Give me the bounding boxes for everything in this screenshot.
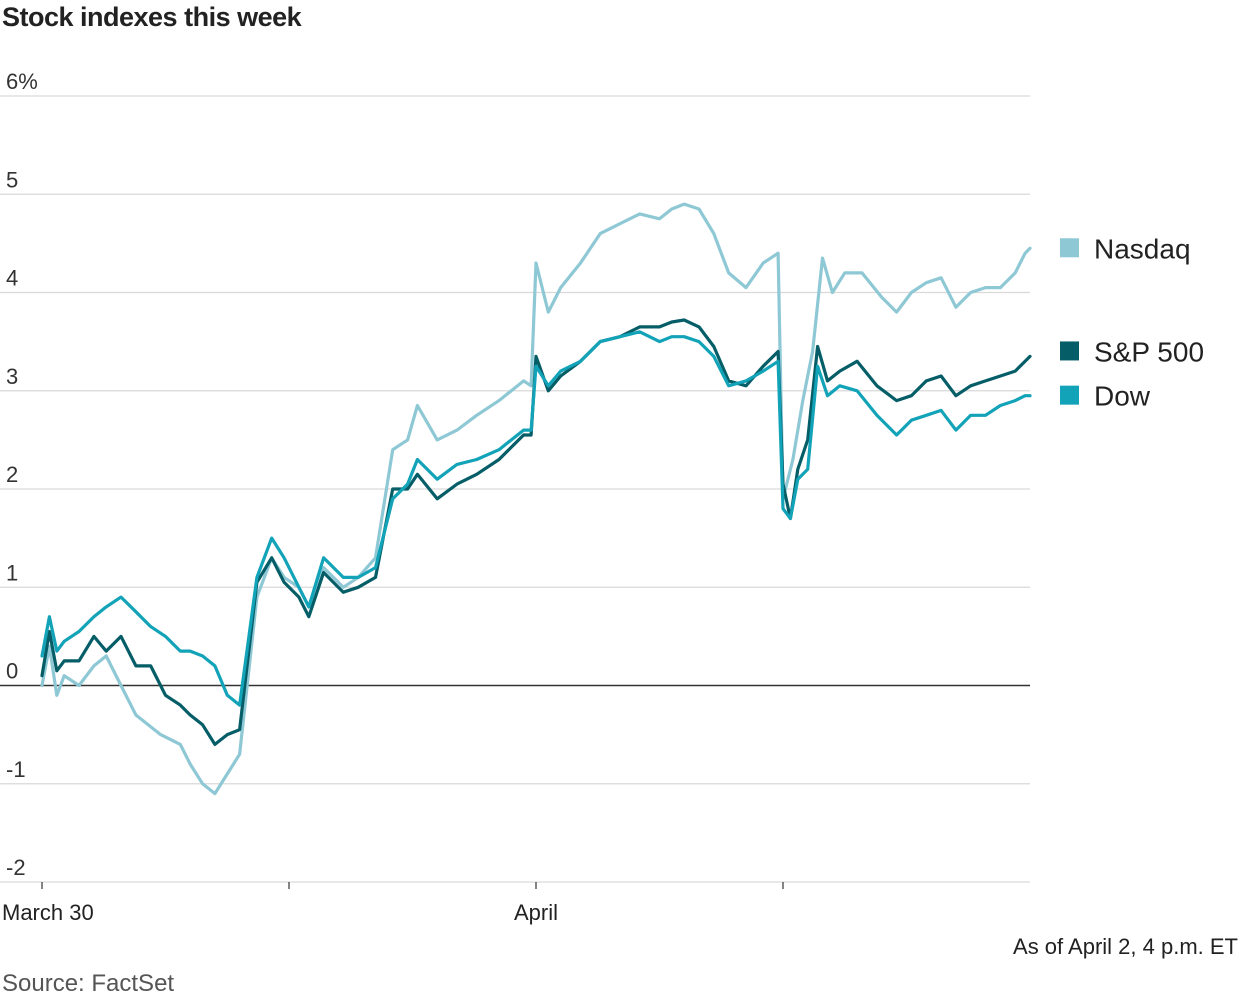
legend-swatch-dow bbox=[1060, 385, 1079, 405]
x-tick-label: April bbox=[514, 900, 558, 925]
legend-swatch-s-p-500 bbox=[1060, 341, 1079, 361]
y-tick-label: 4 bbox=[6, 266, 18, 291]
as-of-note: As of April 2, 4 p.m. ET bbox=[1013, 934, 1238, 959]
y-tick-label: -1 bbox=[6, 757, 26, 782]
y-tick-label: -2 bbox=[6, 855, 26, 880]
y-tick-label: 3 bbox=[6, 364, 18, 389]
legend-label-dow: Dow bbox=[1094, 381, 1151, 412]
gridlines bbox=[0, 95, 1030, 883]
y-axis-ticks: 6% 5 4 3 2 1 0 -1 -2 bbox=[6, 69, 38, 880]
source-note: Source: FactSet bbox=[2, 970, 175, 997]
series-lines bbox=[40, 202, 1032, 796]
y-tick-label: 1 bbox=[6, 560, 18, 585]
series-line-nasdaq bbox=[40, 202, 1032, 796]
series-line-dow bbox=[40, 330, 1032, 707]
y-tick-label: 5 bbox=[6, 167, 18, 192]
y-tick-label: 0 bbox=[6, 659, 18, 684]
y-tick-label: 6% bbox=[6, 69, 38, 94]
chart-title: Stock indexes this week bbox=[2, 2, 302, 32]
legend-label-s-p-500: S&P 500 bbox=[1094, 336, 1204, 367]
legend: Nasdaq S&P 500 Dow bbox=[1060, 233, 1204, 412]
series-line-s-p-500 bbox=[40, 318, 1032, 746]
x-axis: March 30 April bbox=[2, 882, 784, 925]
legend-label-nasdaq: Nasdaq bbox=[1094, 233, 1191, 264]
legend-swatch-nasdaq bbox=[1060, 238, 1079, 258]
y-tick-label: 2 bbox=[6, 462, 18, 487]
x-tick-label: March 30 bbox=[2, 900, 94, 925]
